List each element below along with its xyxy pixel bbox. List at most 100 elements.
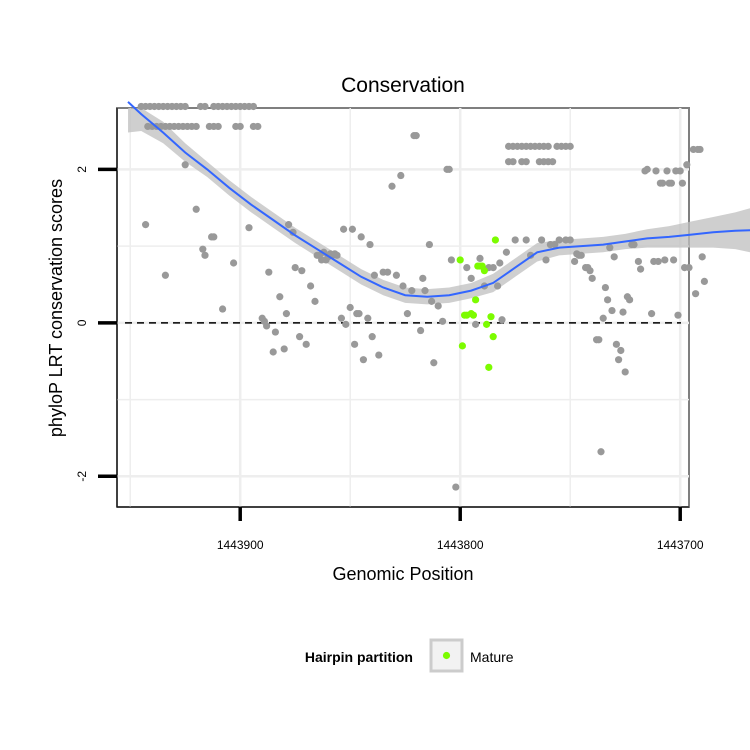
data-point xyxy=(214,122,222,131)
data-point-mature xyxy=(487,313,495,321)
data-point xyxy=(142,221,150,229)
data-point-mature xyxy=(483,320,491,328)
data-point xyxy=(219,305,227,313)
data-point xyxy=(192,122,200,131)
data-point xyxy=(269,348,277,356)
data-point xyxy=(201,251,209,259)
data-point xyxy=(192,205,200,213)
data-point xyxy=(700,277,709,286)
data-point xyxy=(637,265,645,273)
data-point xyxy=(683,161,691,169)
data-point xyxy=(498,316,506,324)
data-point xyxy=(696,145,704,154)
data-point xyxy=(692,290,700,298)
data-point xyxy=(626,296,634,304)
data-point xyxy=(511,236,519,244)
grid-lines xyxy=(117,108,689,507)
data-point xyxy=(351,340,359,348)
data-point xyxy=(421,287,429,295)
data-point xyxy=(430,359,438,367)
data-point xyxy=(296,333,304,341)
data-point xyxy=(439,317,447,325)
data-point-mature xyxy=(491,236,499,244)
data-point xyxy=(621,368,629,376)
data-point xyxy=(271,328,279,336)
data-point xyxy=(428,297,436,305)
data-point xyxy=(544,142,552,150)
legend-title: Hairpin partition xyxy=(305,649,413,665)
data-point-mature xyxy=(458,342,466,350)
data-point xyxy=(494,282,502,290)
data-point xyxy=(599,314,607,322)
data-point xyxy=(245,224,253,232)
data-point-mature xyxy=(472,296,480,304)
data-point xyxy=(417,326,425,335)
legend: Hairpin partition Mature xyxy=(305,638,514,673)
data-point xyxy=(577,251,585,259)
y-tick-label: 0 xyxy=(75,319,89,326)
data-point xyxy=(337,314,345,322)
data-point-mature xyxy=(469,311,477,319)
data-point xyxy=(502,248,510,256)
data-point xyxy=(698,253,706,261)
x-axis-title: Genomic Position xyxy=(332,564,473,584)
data-point xyxy=(236,122,244,131)
data-point xyxy=(617,346,625,355)
data-point xyxy=(265,268,273,276)
data-point xyxy=(555,236,563,244)
data-point xyxy=(425,240,433,249)
data-point xyxy=(522,236,530,244)
data-point xyxy=(509,158,517,166)
data-point xyxy=(685,264,693,272)
x-tick-label: 1443800 xyxy=(437,538,484,552)
data-point xyxy=(678,179,687,187)
x-tick-label: 1443700 xyxy=(657,538,704,552)
data-point xyxy=(342,320,350,328)
data-point xyxy=(612,340,621,348)
data-point xyxy=(604,296,612,304)
data-point xyxy=(276,293,284,301)
chart-title: Conservation xyxy=(341,74,465,97)
x-axis-ticks: 1443900 1443800 1443700 xyxy=(217,507,704,552)
data-point xyxy=(542,256,550,264)
data-point xyxy=(291,264,299,272)
data-point xyxy=(452,483,460,491)
data-point xyxy=(566,142,574,150)
data-point xyxy=(619,308,627,316)
data-point xyxy=(181,161,189,169)
data-point xyxy=(384,268,392,276)
data-point xyxy=(403,310,411,318)
data-point xyxy=(412,132,420,140)
data-point xyxy=(661,256,669,264)
smooth-line xyxy=(127,101,750,298)
data-point xyxy=(254,122,262,131)
data-point xyxy=(346,303,354,312)
data-point xyxy=(447,256,455,264)
data-point xyxy=(676,167,684,175)
y-tick-label: 2 xyxy=(75,166,89,173)
data-point xyxy=(357,233,365,241)
data-point xyxy=(359,356,367,364)
data-point xyxy=(566,236,574,244)
data-point xyxy=(597,448,605,456)
data-point xyxy=(667,179,676,187)
data-point xyxy=(610,253,618,261)
data-point xyxy=(181,102,189,111)
data-point xyxy=(659,179,667,187)
data-point xyxy=(408,287,416,295)
data-point xyxy=(663,167,671,175)
data-point xyxy=(670,256,678,264)
data-point-mature xyxy=(489,333,497,341)
data-point xyxy=(370,271,378,279)
data-point xyxy=(588,274,596,282)
data-point xyxy=(595,336,603,344)
data-point xyxy=(201,102,209,111)
data-point xyxy=(366,240,374,249)
data-point xyxy=(601,283,610,292)
data-point-mature xyxy=(456,256,464,264)
data-point xyxy=(571,257,579,266)
y-axis-ticks: 2 0 -2 xyxy=(75,166,117,482)
data-point xyxy=(608,306,616,315)
data-point xyxy=(397,171,405,180)
